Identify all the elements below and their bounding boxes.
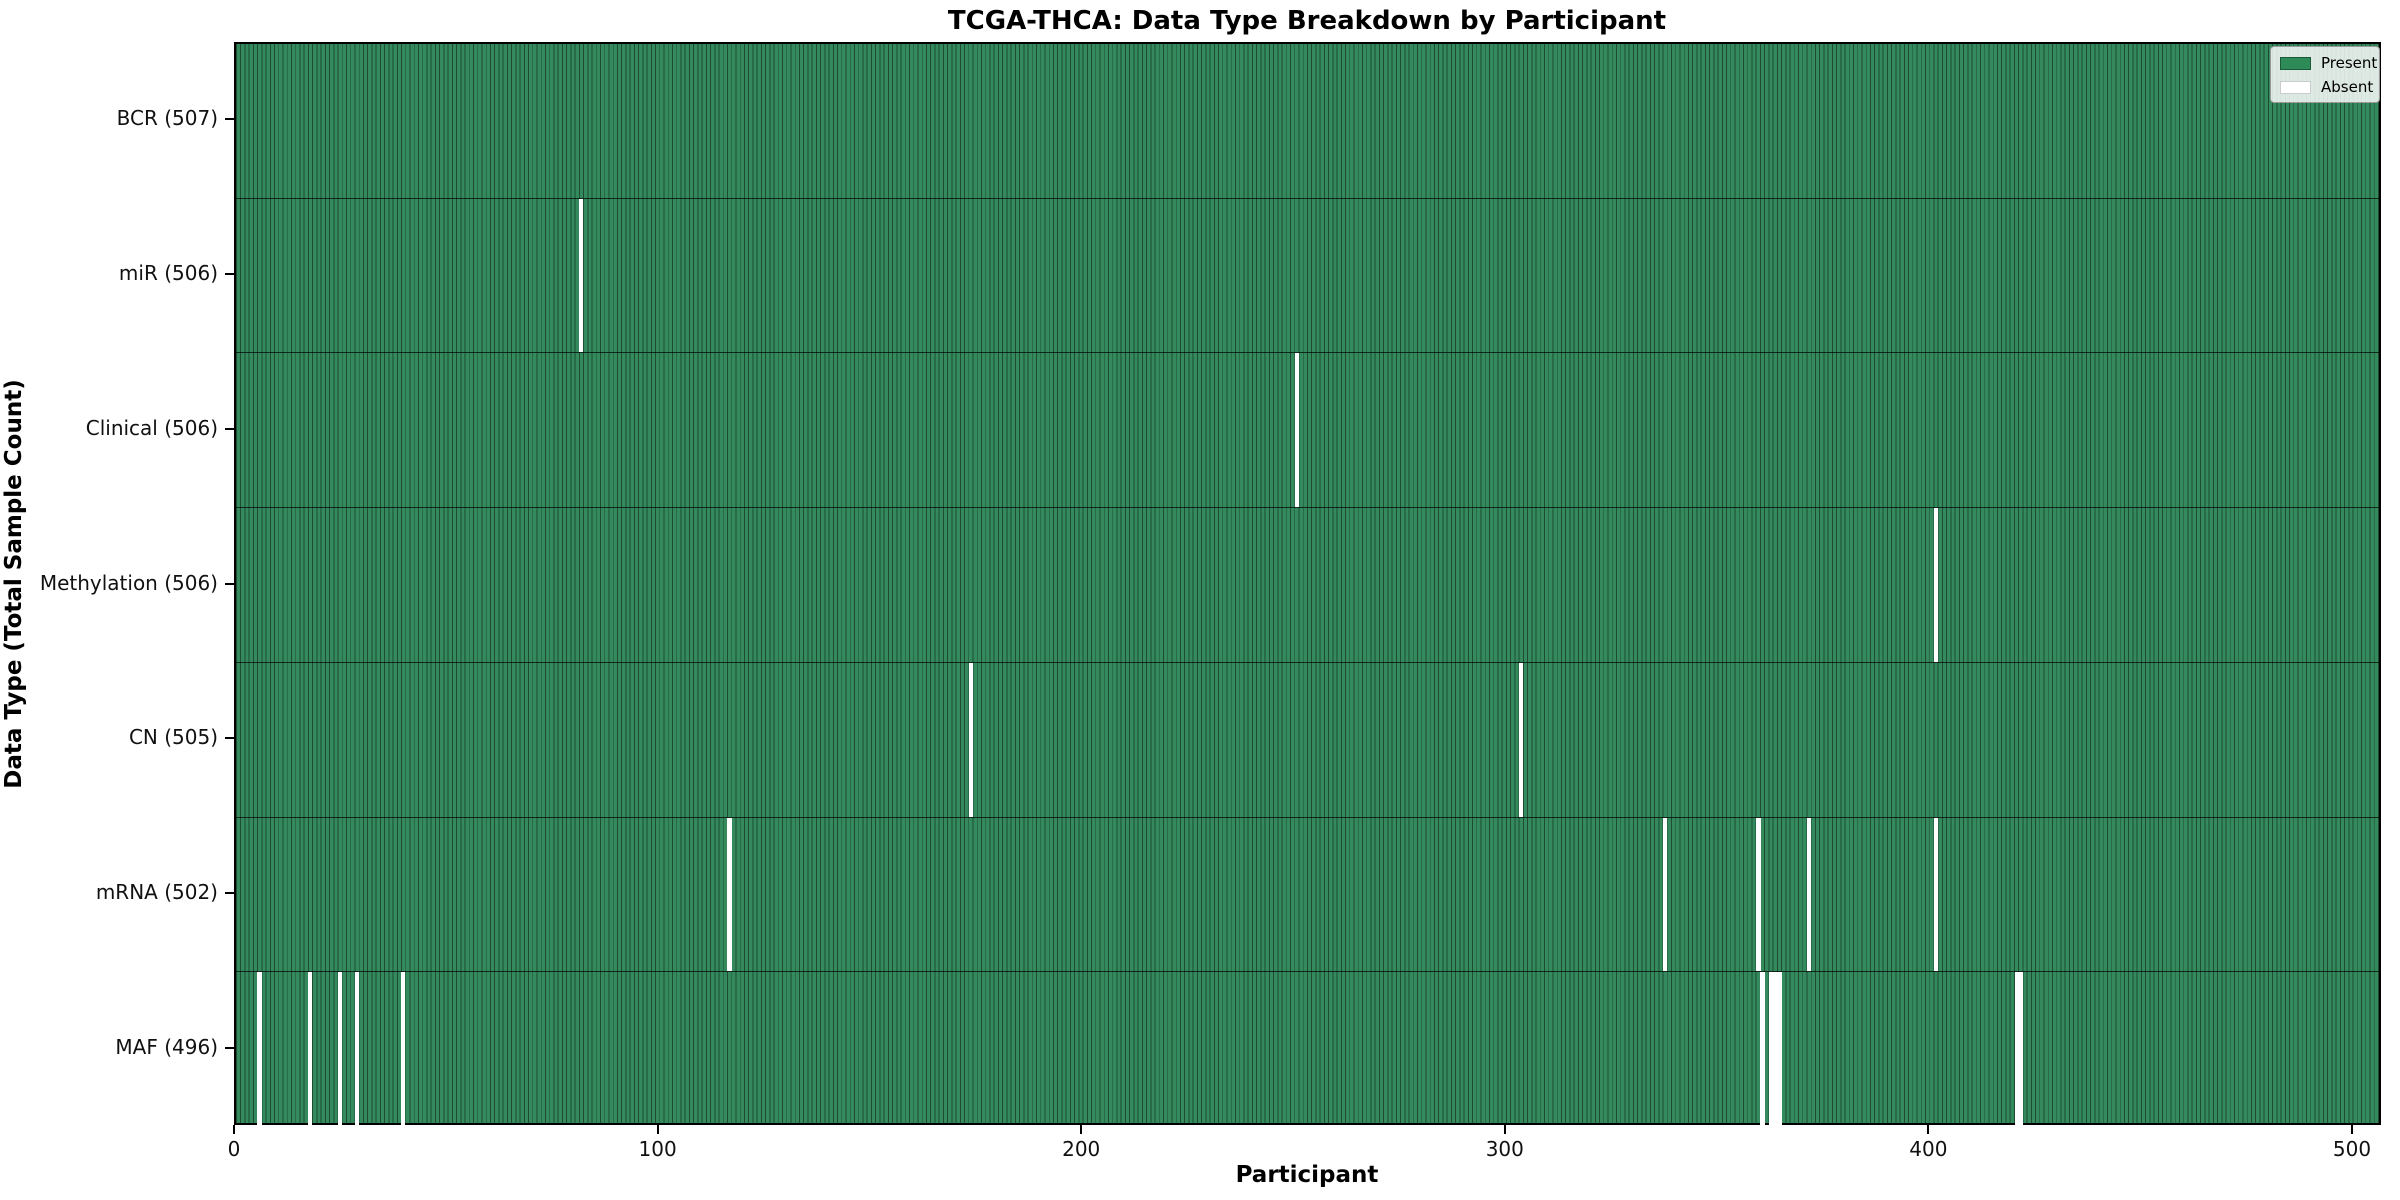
- absent-gap: [968, 662, 973, 817]
- absent-gap: [2014, 972, 2019, 1127]
- plot-row-methylation: [236, 508, 2379, 663]
- absent-gap: [1756, 817, 1761, 972]
- absent-gap: [1519, 662, 1524, 817]
- x-tick-mark: [656, 1125, 659, 1134]
- y-tick-label-mir: miR (506): [118, 261, 218, 286]
- x-tick-mark: [2351, 1125, 2353, 1134]
- y-tick-mark: [225, 427, 234, 430]
- absent-gap: [579, 198, 584, 353]
- absent-gap: [1934, 817, 1939, 972]
- y-tick-label-clinical: Clinical (506): [85, 415, 218, 440]
- plot-area: [234, 42, 2381, 1127]
- legend-label: Present: [2321, 54, 2378, 72]
- absent-gap: [1760, 972, 1765, 1127]
- absent-gap: [1294, 353, 1300, 508]
- absent-gap: [337, 972, 342, 1127]
- x-tick-mark: [233, 1125, 235, 1134]
- legend-items: Present Absent: [2280, 54, 2377, 96]
- x-tick-label: 300: [1485, 1137, 1524, 1161]
- y-tick-label-methylation: Methylation (506): [39, 570, 218, 595]
- absent-gap: [1777, 972, 1782, 1127]
- plot-row-maf: [236, 972, 2379, 1127]
- plot-row-bcr: [236, 44, 2379, 199]
- plot-row-mir: [236, 198, 2379, 354]
- absent-gap: [1768, 972, 1774, 1127]
- x-tick-mark: [1080, 1125, 1083, 1134]
- x-tick-mark: [1503, 1125, 1506, 1134]
- y-tick-mark: [225, 582, 234, 585]
- absent-gap: [727, 817, 732, 972]
- x-tick-label: 500: [2332, 1137, 2372, 1161]
- y-tick-mark: [225, 891, 234, 894]
- plot-row-clinical: [236, 353, 2379, 509]
- absent-gap: [354, 972, 359, 1127]
- absent-gap: [401, 972, 406, 1127]
- y-tick-mark: [225, 118, 234, 121]
- plot-row-mrna: [236, 817, 2379, 973]
- x-tick-label: 100: [638, 1137, 677, 1161]
- x-tick-mark: [1927, 1125, 1930, 1134]
- x-tick-label: 200: [1062, 1137, 1101, 1161]
- absent-gap: [307, 972, 313, 1127]
- absent-gap: [1773, 972, 1778, 1127]
- x-tick-label: 400: [1909, 1137, 1948, 1161]
- y-tick-mark: [225, 273, 234, 276]
- chart-title: TCGA-THCA: Data Type Breakdown by Partic…: [947, 6, 1667, 36]
- y-tick-label-mrna: mRNA (502): [95, 879, 218, 904]
- y-tick-label-maf: MAF (496): [115, 1034, 218, 1059]
- absent-gap: [2018, 972, 2024, 1127]
- y-tick-label-cn: CN (505): [128, 725, 218, 750]
- legend-swatch-present: [2280, 56, 2311, 70]
- legend-swatch-absent: [2280, 80, 2311, 94]
- legend-item-absent: Absent: [2280, 78, 2374, 96]
- absent-gap: [1807, 817, 1812, 972]
- y-tick-mark: [225, 737, 234, 740]
- y-tick-label-bcr: BCR (507): [116, 106, 218, 131]
- x-tick-label: 0: [227, 1137, 241, 1161]
- legend: Present Absent: [2270, 46, 2380, 103]
- legend-item-present: Present: [2280, 54, 2377, 72]
- legend-label: Absent: [2321, 78, 2374, 96]
- absent-gap: [257, 972, 262, 1127]
- y-tick-mark: [225, 1046, 234, 1049]
- absent-gap: [1934, 508, 1939, 662]
- absent-gap: [1663, 817, 1668, 972]
- plot-row-cn: [236, 662, 2379, 818]
- x-axis-label: Participant: [1235, 1162, 1379, 1188]
